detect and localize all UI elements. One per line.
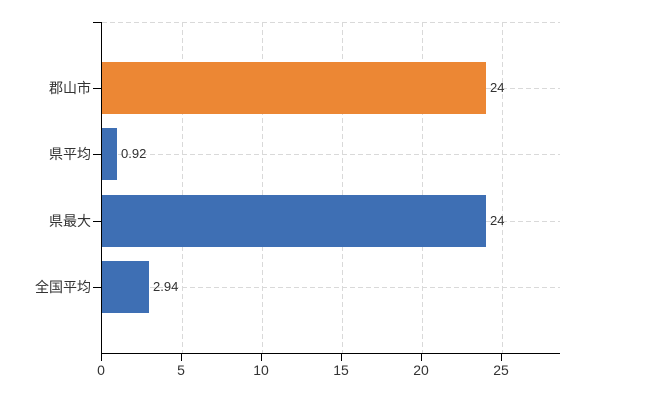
gridline-vertical [182,22,183,353]
y-axis-tick [93,22,101,23]
x-tick-label: 25 [493,362,509,378]
value-label: 24 [490,80,505,95]
value-label: 2.94 [153,279,179,294]
bar [102,195,486,247]
x-tick-label: 5 [177,362,185,378]
gridline-horizontal [102,22,560,23]
gridline-vertical [422,22,423,353]
x-tick-label: 15 [333,362,349,378]
x-axis-tick [341,354,342,361]
bar [102,128,117,180]
category-label: 郡山市 [49,80,91,96]
y-axis-tick [93,88,101,89]
bar [102,62,486,114]
gridline-vertical [342,22,343,353]
category-label: 全国平均 [35,279,91,295]
x-tick-label: 10 [253,362,269,378]
value-label: 0.92 [121,146,147,161]
x-axis-tick [101,354,102,361]
x-axis-tick [261,354,262,361]
x-tick-label: 0 [97,362,105,378]
y-axis-tick [93,154,101,155]
y-axis-tick [93,287,101,288]
gridline-horizontal [102,287,560,288]
gridline-horizontal [102,154,560,155]
x-axis-tick [501,354,502,361]
x-tick-label: 20 [413,362,429,378]
y-axis-tick [93,221,101,222]
x-axis-tick [181,354,182,361]
gridline-vertical [502,22,503,353]
bar [102,261,149,313]
category-label: 県平均 [49,146,91,162]
x-axis-tick [421,354,422,361]
value-label: 24 [490,213,505,228]
plot-area: 24 0.92 24 2.94 [101,22,560,354]
category-label: 県最大 [49,213,91,229]
gridline-vertical [262,22,263,353]
